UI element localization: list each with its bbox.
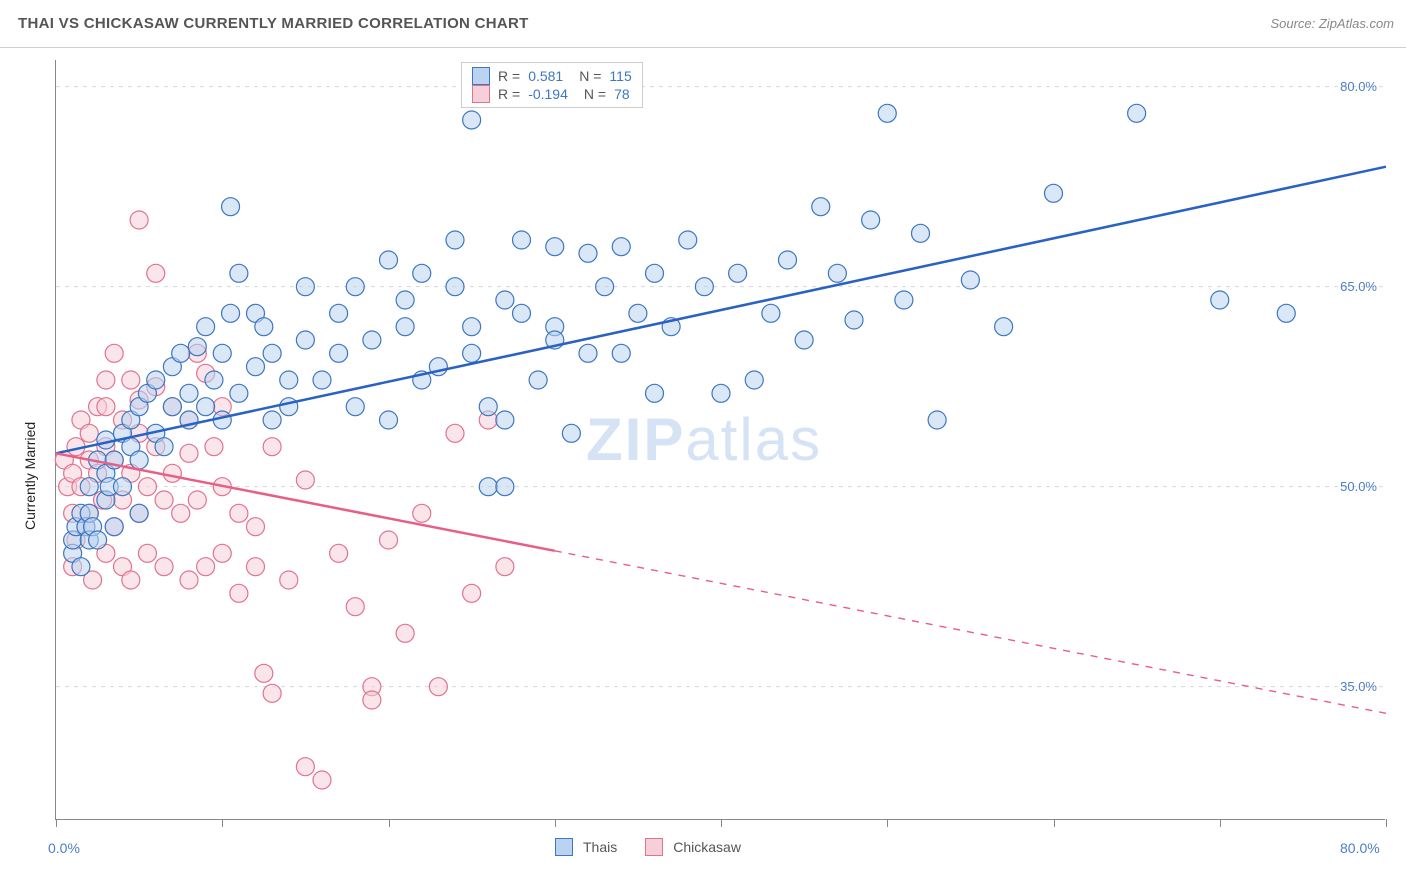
- x-tick: [1220, 819, 1221, 827]
- source-label: Source: ZipAtlas.com: [1270, 16, 1394, 31]
- y-tick-label: 80.0%: [1340, 79, 1377, 94]
- x-tick: [555, 819, 556, 827]
- stats-box: R = 0.581 N = 115 R = -0.194 N = 78: [461, 62, 643, 108]
- swatch-pink-icon: [472, 85, 490, 103]
- stats-row-thais: R = 0.581 N = 115: [472, 67, 632, 85]
- chart-svg: [56, 60, 1385, 819]
- r-label2: R =: [498, 86, 520, 102]
- x-tick: [389, 819, 390, 827]
- stats-row-chickasaw: R = -0.194 N = 78: [472, 85, 632, 103]
- bottom-legend: Thais Chickasaw: [555, 838, 741, 856]
- x-tick: [887, 819, 888, 827]
- thais-r-value: 0.581: [528, 68, 563, 84]
- y-tick-label: 35.0%: [1340, 679, 1377, 694]
- thais-n-value: 115: [609, 68, 631, 84]
- n-label: N =: [579, 68, 601, 84]
- x-tick: [222, 819, 223, 827]
- legend-swatch-blue-icon: [555, 838, 573, 856]
- x-tick: [56, 819, 57, 827]
- swatch-blue-icon: [472, 67, 490, 85]
- y-tick-label: 65.0%: [1340, 279, 1377, 294]
- chart-header: THAI VS CHICKASAW CURRENTLY MARRIED CORR…: [0, 0, 1406, 48]
- chart-title: THAI VS CHICKASAW CURRENTLY MARRIED CORR…: [18, 15, 529, 32]
- legend-thais: Thais: [583, 839, 617, 855]
- n-label2: N =: [584, 86, 606, 102]
- legend-swatch-pink-icon: [645, 838, 663, 856]
- x-tick: [1054, 819, 1055, 827]
- legend-chickasaw: Chickasaw: [673, 839, 741, 855]
- y-tick-label: 50.0%: [1340, 479, 1377, 494]
- x-max-label: 80.0%: [1340, 840, 1380, 856]
- chickasaw-r-value: -0.194: [528, 86, 568, 102]
- x-tick: [721, 819, 722, 827]
- chickasaw-n-value: 78: [614, 86, 630, 102]
- y-axis-title: Currently Married: [22, 422, 38, 530]
- r-label: R =: [498, 68, 520, 84]
- x-min-label: 0.0%: [48, 840, 80, 856]
- x-tick: [1386, 819, 1387, 827]
- plot-area: ZIPatlas 35.0%50.0%65.0%80.0% R = 0.581 …: [55, 60, 1385, 820]
